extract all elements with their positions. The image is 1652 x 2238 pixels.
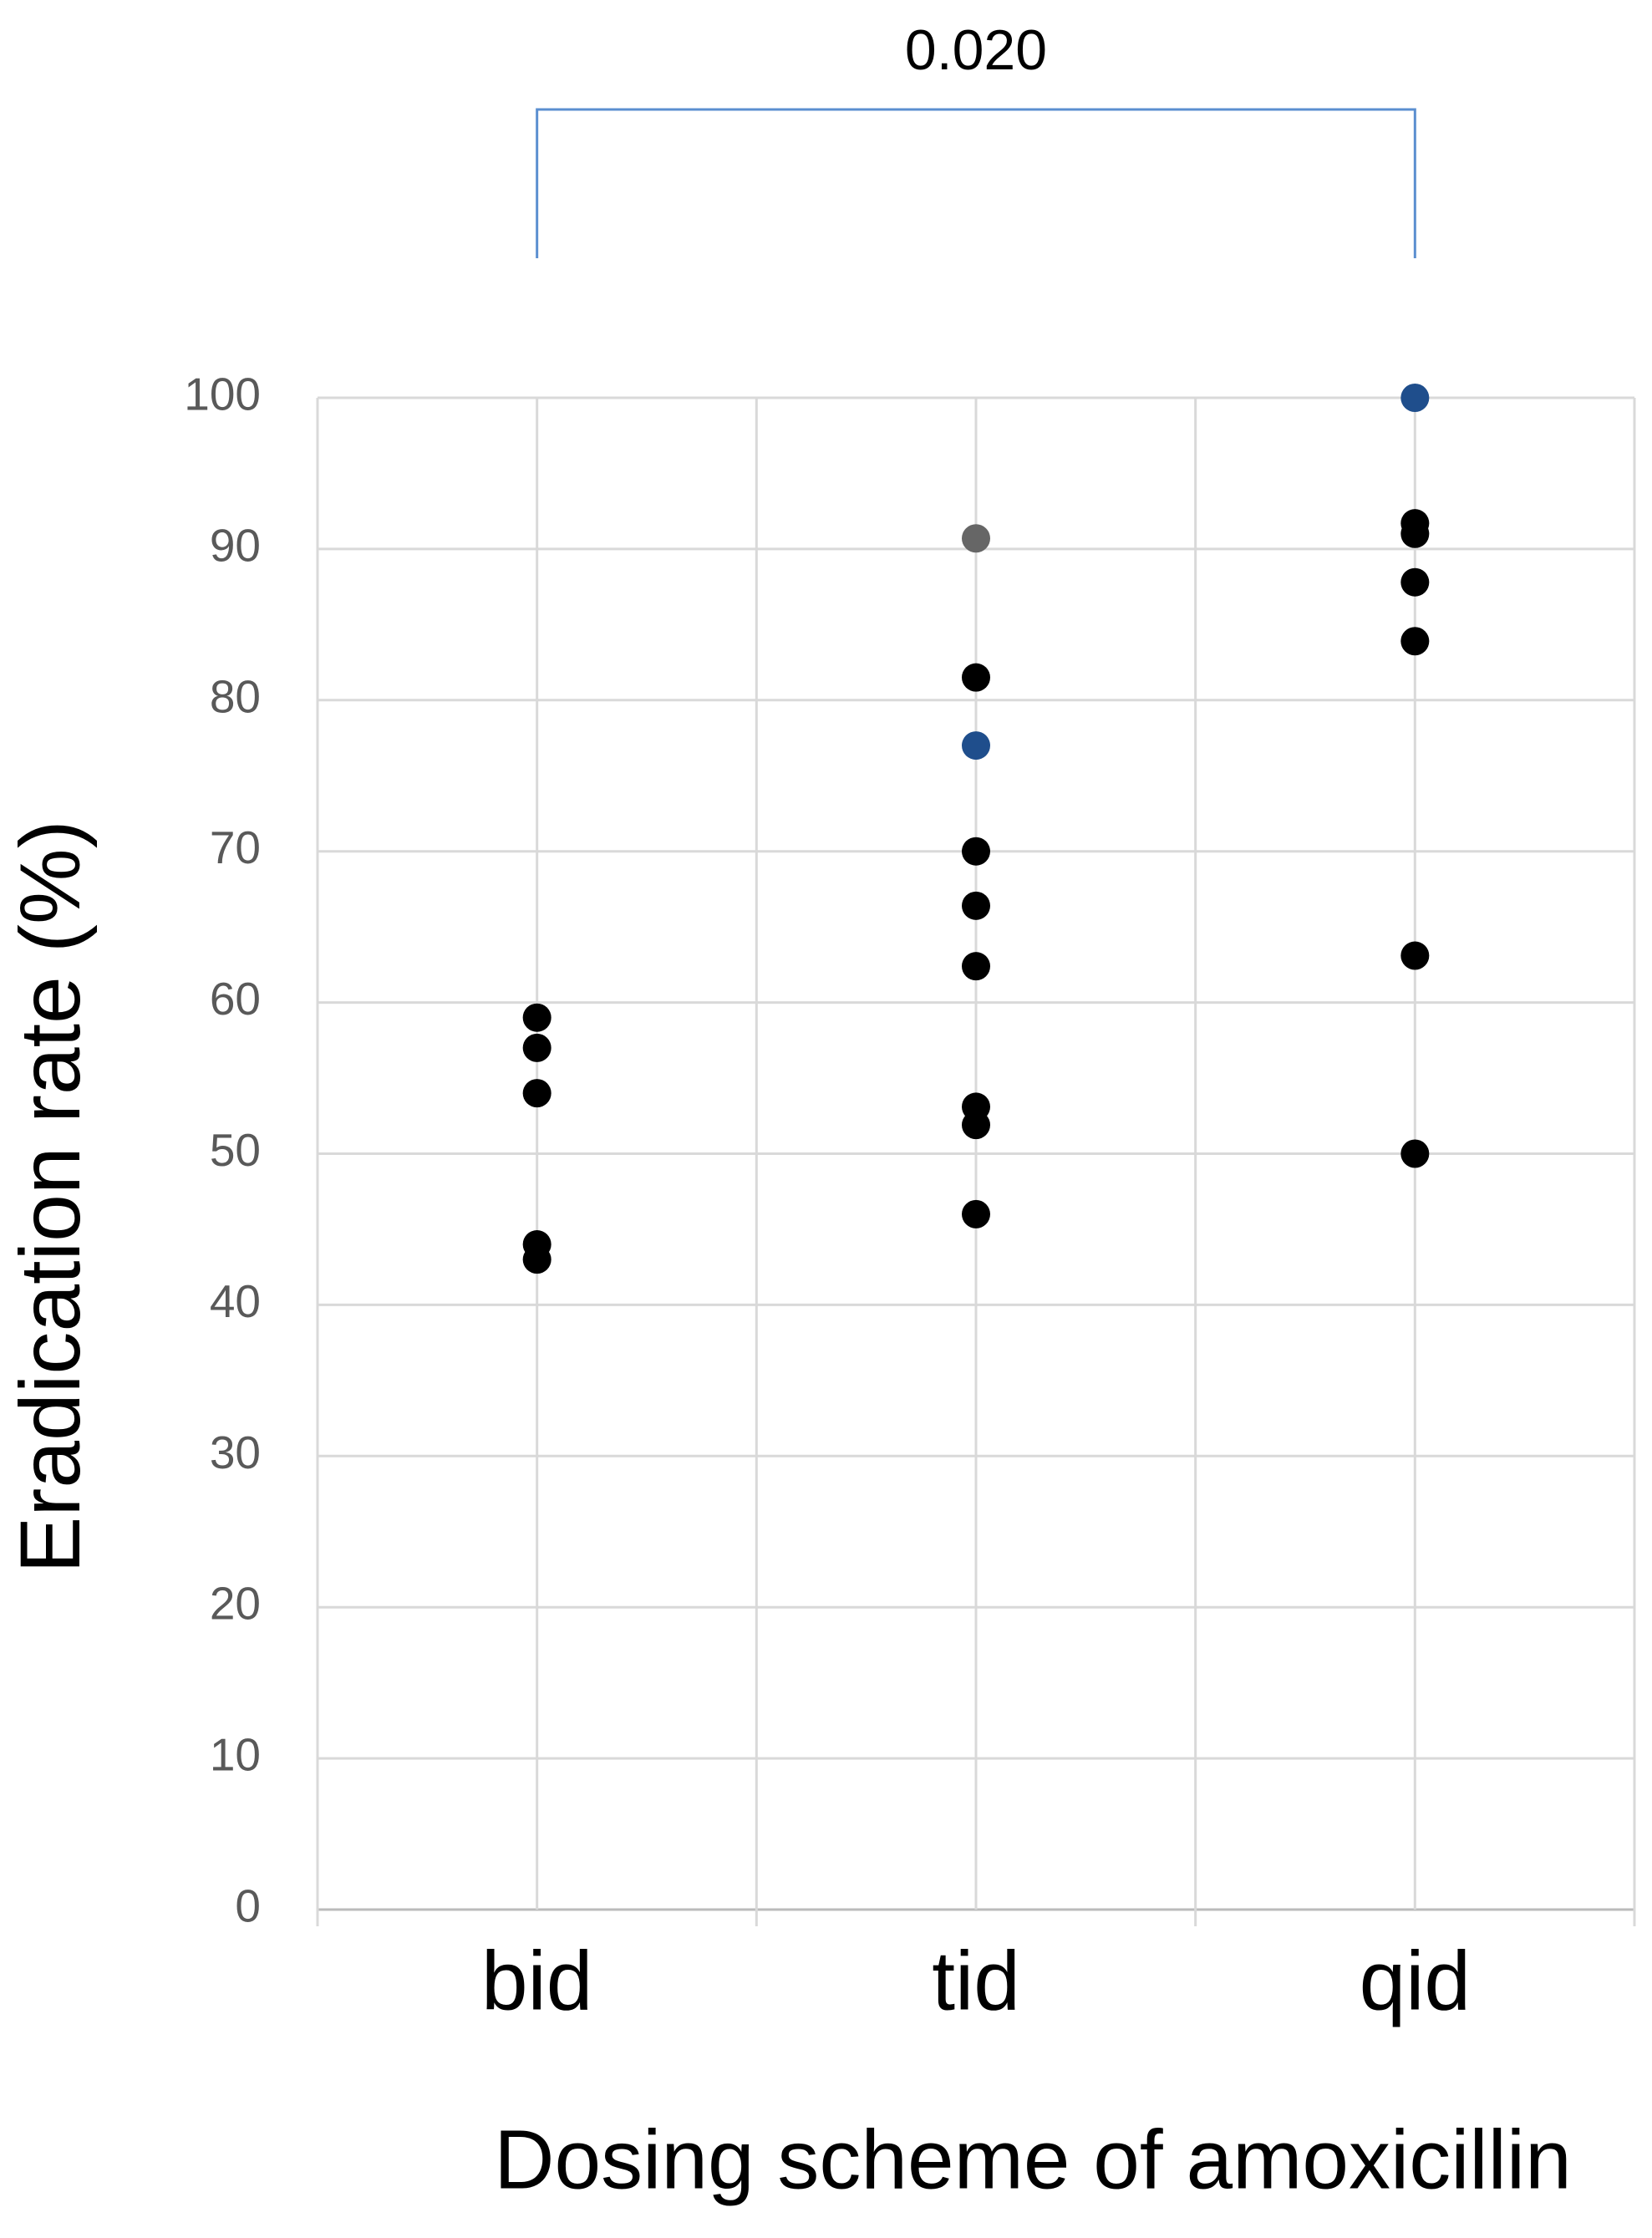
x-tick-label: tid — [932, 1934, 1020, 2027]
y-tick-label: 90 — [210, 519, 261, 571]
y-tick-label: 10 — [210, 1729, 261, 1781]
y-tick-label: 80 — [210, 670, 261, 722]
data-point — [522, 1003, 552, 1032]
y-tick-label: 70 — [210, 821, 261, 873]
x-tick-label: qid — [1360, 1934, 1471, 2027]
data-point — [962, 952, 990, 981]
y-tick-label: 20 — [210, 1578, 261, 1630]
data-point — [962, 1111, 990, 1140]
data-point — [1400, 1139, 1430, 1168]
y-tick-label: 0 — [235, 1880, 261, 1932]
data-point — [522, 1245, 552, 1274]
data-point — [1400, 941, 1430, 970]
y-tick-label: 50 — [210, 1124, 261, 1176]
data-point — [962, 524, 990, 553]
significance-bracket — [536, 108, 1416, 258]
data-point — [1400, 384, 1430, 412]
significance-label: 0.020 — [905, 18, 1047, 82]
data-point — [1400, 567, 1430, 597]
data-point — [522, 1079, 552, 1108]
y-axis-label: Eradication rate (%) — [3, 820, 98, 1573]
y-tick-label: 40 — [210, 1275, 261, 1327]
data-point — [1400, 627, 1430, 656]
data-point — [962, 837, 990, 866]
y-tick-label: 100 — [184, 369, 261, 420]
data-point — [962, 731, 990, 760]
data-point — [962, 663, 990, 692]
data-point — [522, 1033, 552, 1062]
data-point — [962, 891, 990, 920]
data-point — [1400, 519, 1430, 548]
x-tick-label: bid — [481, 1934, 592, 2027]
y-tick-label: 30 — [210, 1427, 261, 1478]
x-axis-label: Dosing scheme of amoxicillin — [494, 2113, 1571, 2206]
data-point — [962, 1199, 990, 1228]
y-tick-label: 60 — [210, 973, 261, 1025]
